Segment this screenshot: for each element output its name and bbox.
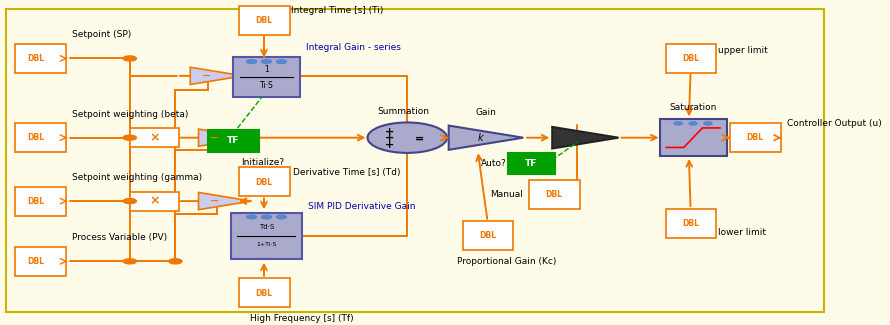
Text: Controller Output (u): Controller Output (u) [787, 119, 881, 128]
Text: DBL: DBL [546, 190, 562, 199]
Text: DBL: DBL [682, 219, 699, 228]
FancyBboxPatch shape [529, 180, 579, 209]
Circle shape [704, 122, 712, 125]
Text: DBL: DBL [255, 16, 272, 25]
Circle shape [169, 259, 182, 264]
Polygon shape [198, 129, 252, 146]
Text: Derivative Time [s] (Td): Derivative Time [s] (Td) [293, 168, 400, 177]
Circle shape [262, 60, 271, 63]
FancyBboxPatch shape [731, 123, 781, 152]
Text: 1: 1 [264, 65, 269, 74]
FancyBboxPatch shape [233, 58, 300, 98]
FancyBboxPatch shape [666, 44, 716, 73]
Text: DBL: DBL [747, 133, 764, 142]
Text: Setpoint (SP): Setpoint (SP) [72, 31, 131, 39]
Text: lower limit: lower limit [718, 228, 766, 237]
Text: =: = [415, 134, 424, 144]
Text: DBL: DBL [479, 231, 496, 240]
Circle shape [368, 123, 447, 153]
FancyBboxPatch shape [15, 44, 66, 73]
Text: 1+Ti·S: 1+Ti·S [256, 242, 277, 247]
Text: Saturation: Saturation [669, 103, 716, 112]
Text: Td·S: Td·S [259, 224, 274, 230]
FancyBboxPatch shape [239, 167, 289, 196]
FancyBboxPatch shape [208, 130, 259, 152]
Circle shape [674, 122, 683, 125]
Text: Integral Gain - series: Integral Gain - series [306, 43, 400, 52]
FancyBboxPatch shape [15, 247, 66, 276]
Text: upper limit: upper limit [718, 46, 768, 55]
Text: −: − [201, 71, 211, 81]
Text: Auto?: Auto? [481, 159, 506, 168]
FancyBboxPatch shape [130, 191, 180, 211]
Text: Gain: Gain [475, 108, 497, 117]
Circle shape [123, 259, 136, 264]
Text: Setpoint weighting (beta): Setpoint weighting (beta) [72, 110, 188, 119]
Text: ×: × [150, 131, 160, 144]
FancyBboxPatch shape [15, 123, 66, 152]
Circle shape [689, 122, 697, 125]
FancyBboxPatch shape [239, 6, 289, 35]
Text: TF: TF [227, 136, 239, 145]
Circle shape [262, 215, 271, 219]
Circle shape [123, 199, 136, 204]
Text: DBL: DBL [255, 289, 272, 297]
Text: +: + [384, 127, 394, 137]
Circle shape [277, 60, 287, 63]
Text: DBL: DBL [255, 177, 272, 187]
FancyBboxPatch shape [5, 9, 824, 312]
FancyBboxPatch shape [130, 128, 180, 147]
Text: ×: × [150, 195, 160, 208]
Polygon shape [190, 67, 243, 84]
FancyBboxPatch shape [239, 279, 289, 307]
FancyBboxPatch shape [463, 221, 514, 250]
Text: Manual: Manual [490, 190, 523, 199]
Text: Initialize?: Initialize? [241, 158, 284, 167]
Text: +: + [384, 140, 394, 150]
Polygon shape [449, 125, 523, 150]
Circle shape [123, 135, 136, 140]
Circle shape [247, 60, 256, 63]
Text: Process Variable (PV): Process Variable (PV) [72, 233, 167, 242]
Circle shape [247, 215, 256, 219]
Circle shape [123, 56, 136, 61]
Text: −: − [210, 196, 219, 206]
FancyBboxPatch shape [666, 209, 716, 238]
Text: SIM PID Derivative Gain: SIM PID Derivative Gain [308, 202, 416, 211]
Text: Summation: Summation [377, 107, 429, 116]
Text: DBL: DBL [28, 257, 44, 266]
FancyBboxPatch shape [231, 213, 302, 259]
Text: Setpoint weighting (gamma): Setpoint weighting (gamma) [72, 173, 202, 182]
Polygon shape [552, 127, 619, 149]
Polygon shape [198, 192, 252, 210]
Text: Ti·S: Ti·S [260, 81, 273, 90]
Circle shape [277, 215, 287, 219]
FancyBboxPatch shape [15, 187, 66, 215]
Text: High Frequency [s] (Tf): High Frequency [s] (Tf) [250, 314, 353, 323]
Text: +: + [384, 134, 394, 143]
FancyBboxPatch shape [659, 119, 726, 156]
Text: DBL: DBL [28, 197, 44, 206]
Text: k: k [478, 133, 483, 143]
Text: DBL: DBL [682, 54, 699, 63]
Text: DBL: DBL [28, 54, 44, 63]
Text: TF: TF [525, 159, 538, 168]
Text: −: − [210, 133, 219, 143]
FancyBboxPatch shape [508, 152, 554, 174]
Text: DBL: DBL [28, 133, 44, 142]
Text: Proportional Gain (Kc): Proportional Gain (Kc) [457, 256, 556, 266]
Text: Integral Time [s] (Ti): Integral Time [s] (Ti) [291, 6, 384, 15]
